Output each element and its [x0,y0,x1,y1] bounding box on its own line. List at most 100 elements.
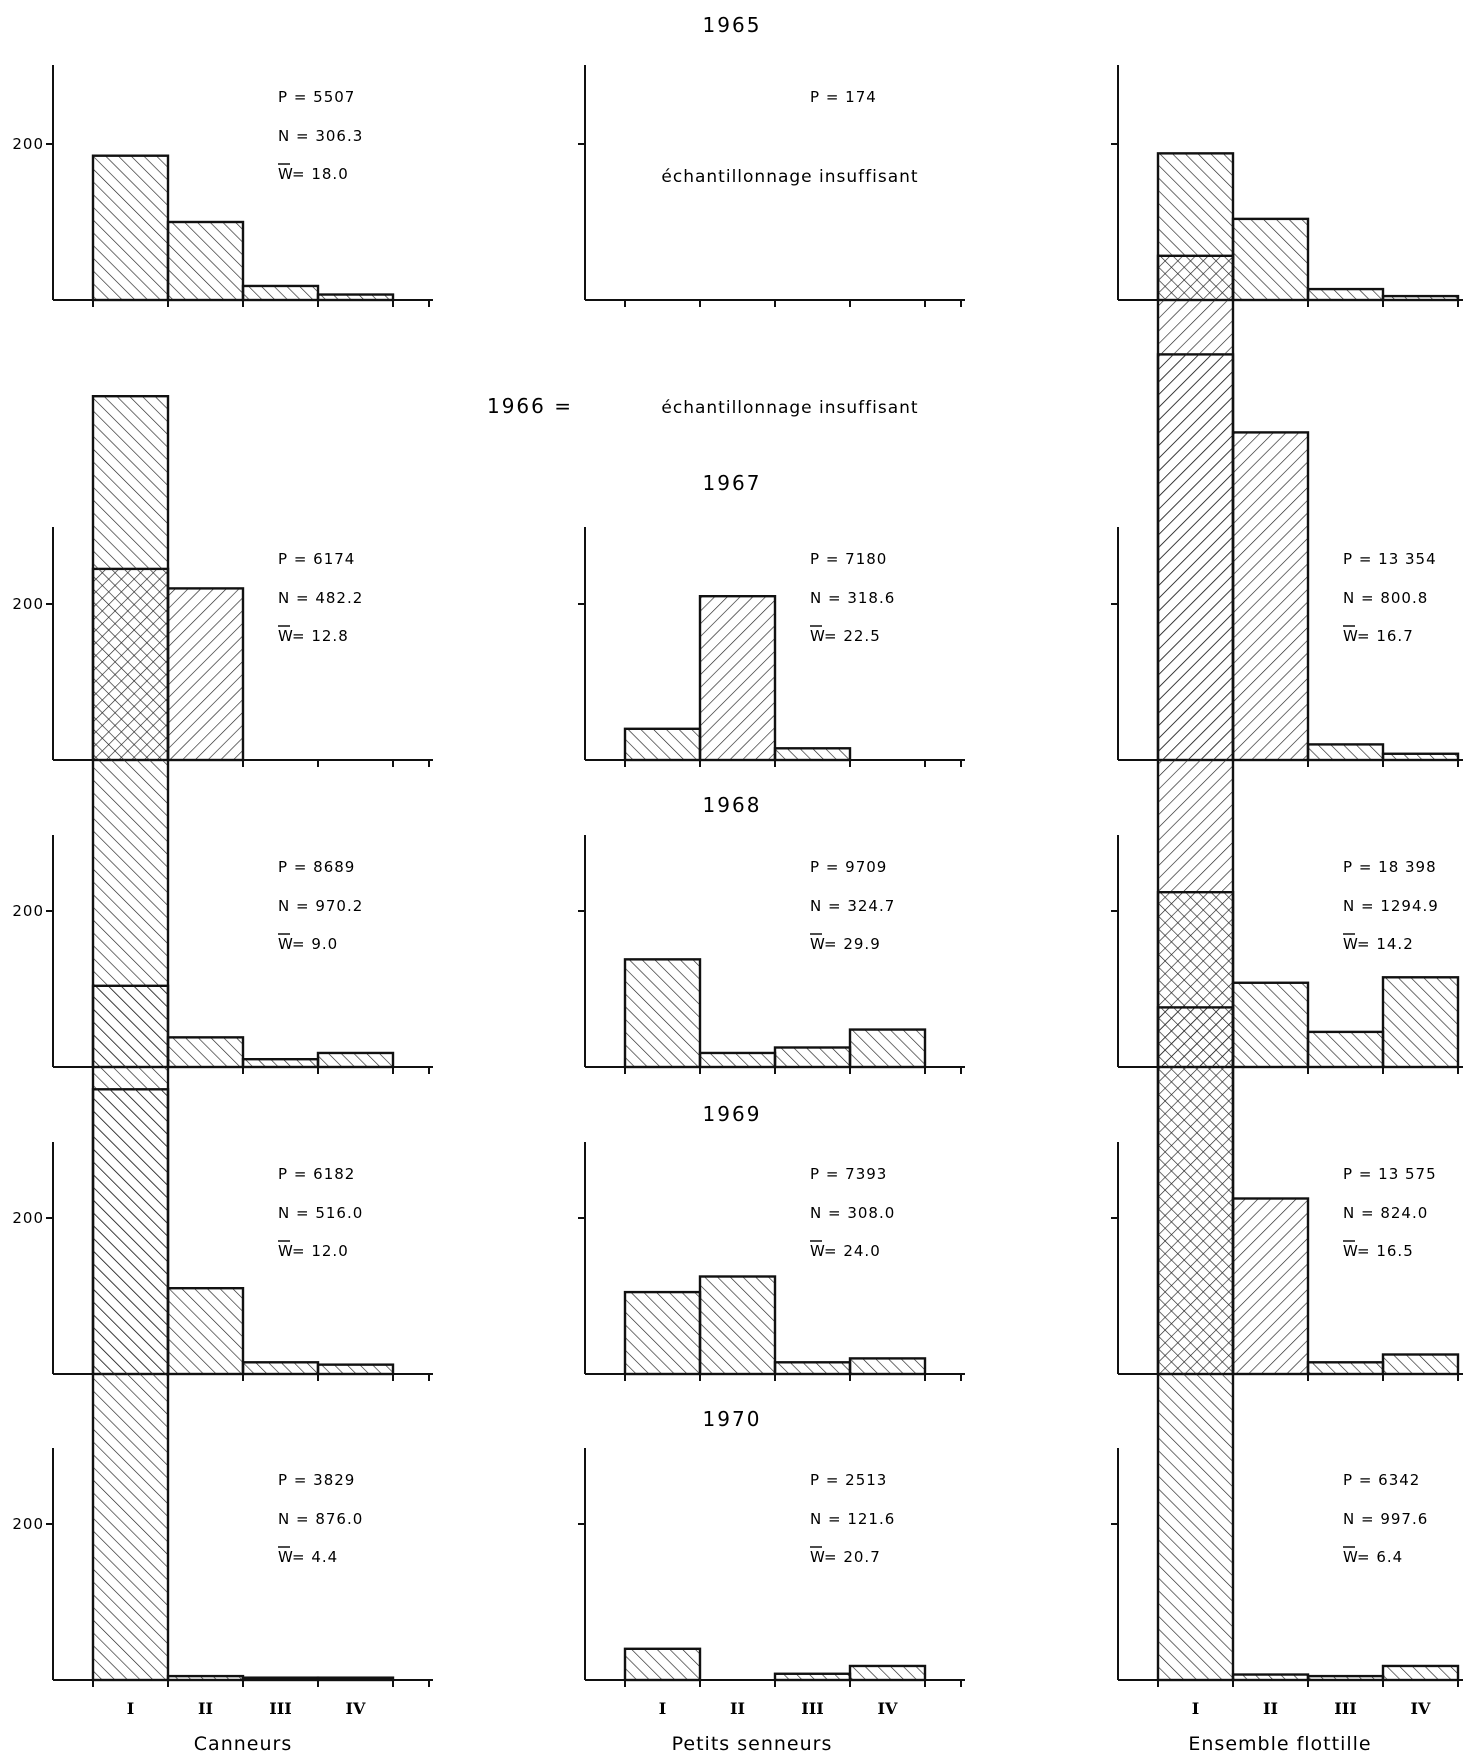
bar-1965-1-III [241,284,320,302]
bar-1968-2-III [773,1046,852,1069]
stat-p: P = 8689 [278,858,355,876]
stat-w: W= 20.7 [810,1546,881,1566]
stat-w: W= 14.2 [1343,933,1414,953]
insufficient-sampling-note: échantillonnage insuffisant [661,167,918,187]
stat-w-value: = 18.0 [292,165,349,183]
column-label-canneurs: Canneurs [194,1733,292,1755]
bar-1968-3-IV [1381,976,1460,1069]
panel-1968-2: P = 9709 N = 324.7 W= 29.9 [578,835,965,1074]
bar-1967-2-I [623,727,702,762]
stat-w-value: = 6.4 [1357,1548,1403,1566]
stat-w-symbol: W [810,935,826,953]
panel-1965-2: P = 174 [578,65,965,307]
stat-w: W= 16.7 [1343,625,1414,645]
bar-1967-2-III [773,747,852,762]
stat-w-symbol: W [810,1548,826,1566]
stat-p: P = 2513 [810,1471,887,1489]
bar-1969-2-II [698,1275,777,1376]
y-tick-label-200: 200 [12,595,44,613]
category-label-II: II [1263,1699,1278,1718]
bar-1968-2-I [623,958,702,1069]
column-label-ensemble-flottille: Ensemble flottille [1188,1733,1371,1755]
column-label-petits-senneurs: Petits senneurs [672,1733,833,1755]
stat-w-symbol: W [1343,1242,1359,1260]
stat-w: W= 12.8 [278,625,348,645]
stat-n: N = 997.6 [1343,1510,1428,1528]
y-tick-label-200: 200 [12,1515,44,1533]
category-label-III: III [1334,1699,1356,1718]
stat-p: P = 18 398 [1343,858,1437,876]
bar-1968-3-III [1306,1030,1385,1069]
y-tick-label-200: 200 [12,1209,44,1227]
stat-w-symbol: W [278,1548,294,1566]
bar-1968-1-I [91,395,170,1069]
stat-p: P = 6342 [1343,1471,1420,1489]
stat-w-value: = 12.0 [292,1242,349,1260]
stat-w-value: = 16.7 [1357,627,1414,645]
bar-1969-2-III [773,1361,852,1376]
stat-w-value: = 22.5 [824,627,881,645]
category-label-IV: IV [1411,1699,1431,1718]
stat-n: N = 516.0 [278,1204,363,1222]
bar-1968-2-II [698,1051,777,1069]
bar-1970-1-I [91,984,170,1682]
bar-1969-3-III [1306,1361,1385,1376]
stat-w-value: = 14.2 [1357,935,1414,953]
stat-p: P = 13 575 [1343,1165,1437,1183]
bar-1969-3-II [1231,1197,1310,1376]
bar-1969-1-II [166,1286,245,1376]
bar-1965-3-III [1306,287,1385,302]
category-label-I: I [1192,1699,1199,1718]
category-label-IV: IV [878,1699,898,1718]
stat-n: N = 970.2 [278,897,363,915]
bar-1970-3-IV [1381,1664,1460,1682]
stat-w: W= 6.4 [1343,1546,1403,1566]
bar-1969-3-IV [1381,1353,1460,1376]
stat-w: W= 9.0 [278,933,338,953]
stat-w: W= 16.5 [1343,1240,1414,1260]
stat-w: W= 4.4 [278,1546,338,1566]
panel-1969-1: 200 P = 6182 N = 516.0 W= 12.0 [12,1088,433,1381]
bar-1970-2-I [623,1647,702,1682]
panel-1969-2: P = 7393 N = 308.0 W= 24.0 [578,1142,965,1381]
stat-w-value: = 9.0 [292,935,338,953]
bar-1969-2-I [623,1290,702,1376]
stat-w-value: = 16.5 [1357,1242,1414,1260]
y-tick-label-200: 200 [12,902,44,920]
bar-1965-1-I [91,154,170,302]
stat-n: N = 308.0 [810,1204,895,1222]
year-title-1970: 1970 [703,1407,762,1431]
bar-1967-3-II [1231,431,1310,762]
year-title-1969: 1969 [703,1102,762,1126]
category-label-II: II [198,1699,213,1718]
stat-w-value: = 4.4 [292,1548,338,1566]
bar-1969-1-III [241,1361,320,1376]
category-label-II: II [730,1699,745,1718]
panel-1968-1: 200 P = 8689 N = 970.2 W= 9.0 [12,395,433,1074]
stat-w: W= 12.0 [278,1240,349,1260]
bar-1969-2-IV [848,1357,927,1376]
stat-w-symbol: W [810,627,826,645]
year-1966-note: échantillonnage insuffisant [661,398,918,418]
category-label-III: III [801,1699,823,1718]
stat-p: P = 3829 [278,1471,355,1489]
stat-p: P = 13 354 [1343,550,1437,568]
bar-1965-3-II [1231,217,1310,302]
bar-1968-1-II [166,1036,245,1069]
stat-n: N = 318.6 [810,589,895,607]
bar-1968-2-IV [848,1028,927,1069]
y-tick-label-200: 200 [12,135,44,153]
stat-p: P = 5507 [278,88,355,106]
stat-w: W= 24.0 [810,1240,880,1260]
bar-1967-1-II [166,587,245,762]
stat-n: N = 121.6 [810,1510,895,1528]
stat-w: W= 22.5 [810,625,881,645]
bar-1967-2-II [698,595,777,762]
bar-1965-1-II [166,220,245,302]
stat-w-symbol: W [810,1242,826,1260]
stat-w-value: = 20.7 [824,1548,881,1566]
stat-n: N = 800.8 [1343,589,1428,607]
category-label-IV: IV [346,1699,366,1718]
